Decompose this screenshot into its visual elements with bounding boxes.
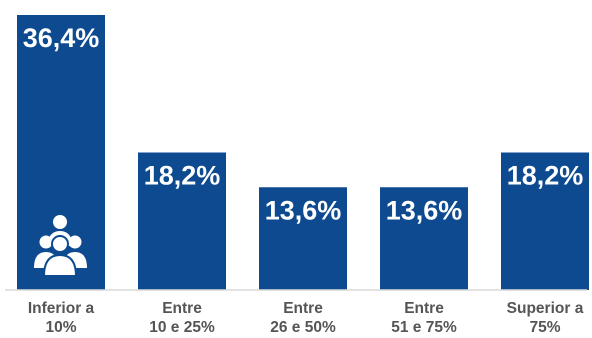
category-label-2-line-1: Entre [162,300,202,317]
category-label-3-line-2: 26 e 50% [270,319,336,336]
category-label-4-line-1: Entre [404,300,444,317]
category-label-4-line-2: 51 e 75% [391,319,457,336]
category-label-5-line-1: Superior a [507,300,584,317]
category-label-1-line-1: Inferior a [28,300,95,317]
value-label-5: 18,2% [507,161,584,191]
bars-group: 36,4% 18,2% 13,6% 13,6% 18,2% [17,15,589,290]
category-label-5-line-2: 75% [529,319,560,336]
bar-5 [501,152,589,290]
category-label-1-line-2: 10% [45,319,76,336]
bar-2 [138,152,226,290]
bar-3 [259,187,347,290]
value-label-4: 13,6% [386,195,463,225]
category-label-2-line-2: 10 e 25% [149,319,215,336]
category-labels-group: Inferior a 10% Entre 10 e 25% Entre 26 e 50% E… [28,300,584,336]
value-label-1: 36,4% [23,23,100,53]
bar-4 [380,187,468,290]
value-label-3: 13,6% [265,195,342,225]
people-group-icon [34,215,87,277]
category-label-3-line-1: Entre [283,300,323,317]
value-label-2: 18,2% [144,161,221,191]
